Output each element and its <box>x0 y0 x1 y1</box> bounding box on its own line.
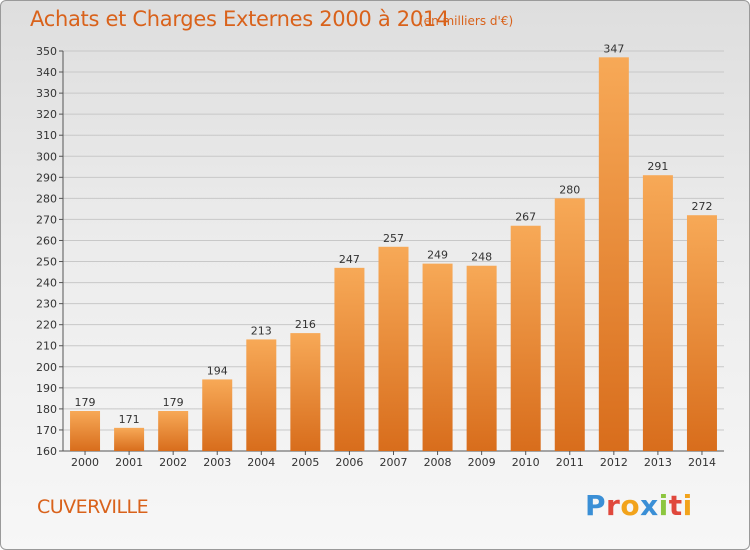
y-tick-label: 280 <box>36 192 57 205</box>
logo-letter: x <box>640 489 659 522</box>
bar-2007 <box>378 246 409 451</box>
bar-2002 <box>158 411 189 451</box>
bar-layer <box>70 57 717 452</box>
axis-layer: 160 170 180 190 200 210 220 230 240 250 260 270 280 2… <box>36 45 724 469</box>
bar-2011 <box>554 198 585 451</box>
data-label-2012: 347 <box>603 42 624 55</box>
y-tick-label: 180 <box>36 403 57 416</box>
y-tick-label: 350 <box>36 45 57 58</box>
bar-2012 <box>598 57 629 451</box>
bar-2009 <box>466 265 497 451</box>
bar-2003 <box>202 379 233 451</box>
y-tick-label: 190 <box>36 382 57 395</box>
y-tick-label: 230 <box>36 298 57 311</box>
data-label-2013: 291 <box>647 160 668 173</box>
data-label-2001: 171 <box>119 413 140 426</box>
data-label-2004: 213 <box>251 324 272 337</box>
logo-letter: t <box>668 489 683 522</box>
y-tick-label: 170 <box>36 424 57 437</box>
data-label-2010: 267 <box>515 211 536 224</box>
x-tick-label: 2002 <box>159 456 187 469</box>
y-tick-label: 220 <box>36 319 57 332</box>
logo-letter: i <box>658 489 669 522</box>
y-tick-label: 300 <box>36 150 57 163</box>
y-tick-label: 240 <box>36 277 57 290</box>
x-tick-label: 2011 <box>556 456 584 469</box>
chart-title: Achats et Charges Externes 2000 à 2014 <box>30 7 450 31</box>
bar-2004 <box>246 339 277 451</box>
data-label-2000: 179 <box>75 396 96 409</box>
data-label-2009: 248 <box>471 251 492 264</box>
data-label-2002: 179 <box>163 396 184 409</box>
x-tick-label: 2007 <box>380 456 408 469</box>
x-tick-label: 2009 <box>468 456 496 469</box>
x-tick-label: 2014 <box>688 456 716 469</box>
data-label-2005: 216 <box>295 318 316 331</box>
x-tick-label: 2006 <box>335 456 363 469</box>
x-tick-label: 2010 <box>512 456 540 469</box>
x-tick-label: 2000 <box>71 456 99 469</box>
x-tick-label: 2012 <box>600 456 628 469</box>
y-tick-label: 160 <box>36 445 57 458</box>
bar-2006 <box>334 267 365 451</box>
x-tick-label: 2013 <box>644 456 672 469</box>
logo-letter: o <box>620 489 641 522</box>
y-tick-label: 320 <box>36 108 57 121</box>
data-label-2011: 280 <box>559 183 580 196</box>
data-label-2008: 249 <box>427 249 448 262</box>
x-tick-label: 2008 <box>424 456 452 469</box>
x-tick-label: 2003 <box>203 456 231 469</box>
x-tick-label: 2004 <box>247 456 275 469</box>
proxiti-logo: Proxiti <box>585 489 693 522</box>
label-layer: 179 171 179 194 213 216 247 257 249 248 267 280 347 2… <box>75 42 713 426</box>
y-tick-label: 340 <box>36 66 57 79</box>
x-tick-label: 2001 <box>115 456 143 469</box>
y-tick-label: 310 <box>36 129 57 142</box>
logo-letter: r <box>606 489 621 522</box>
data-label-2006: 247 <box>339 253 360 266</box>
chart-subtitle: (en milliers d'€) <box>419 14 514 28</box>
y-tick-label: 330 <box>36 87 57 100</box>
y-tick-label: 200 <box>36 361 57 374</box>
bar-2001 <box>114 427 145 451</box>
y-tick-label: 260 <box>36 234 57 247</box>
data-label-2003: 194 <box>207 364 228 377</box>
x-tick-label: 2005 <box>291 456 319 469</box>
bar-2014 <box>686 215 717 451</box>
logo-letter: P <box>585 489 607 522</box>
y-tick-label: 250 <box>36 256 57 269</box>
y-tick-label: 270 <box>36 213 57 226</box>
y-tick-label: 210 <box>36 340 57 353</box>
commune-name: CUVERVILLE <box>37 496 149 518</box>
bar-2008 <box>422 263 453 451</box>
logo-letter: i <box>682 489 693 522</box>
bar-2005 <box>290 333 321 451</box>
bar-2010 <box>510 225 541 451</box>
bar-2000 <box>70 411 101 451</box>
bar-2013 <box>642 175 673 452</box>
y-tick-label: 290 <box>36 171 57 184</box>
data-label-2007: 257 <box>383 232 404 245</box>
data-label-2014: 272 <box>691 200 712 213</box>
